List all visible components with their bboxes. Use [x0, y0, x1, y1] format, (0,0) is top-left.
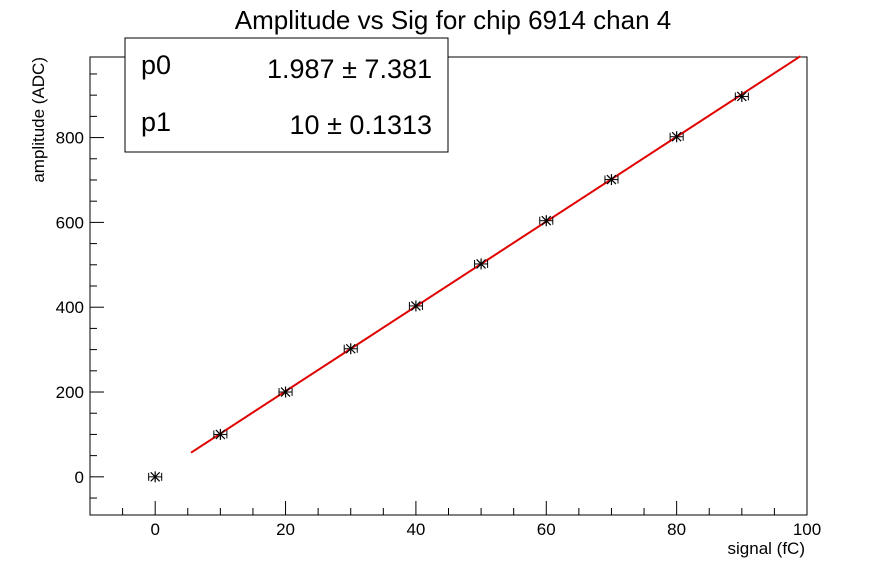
data-point	[734, 90, 749, 102]
stats-p1-val: 10	[290, 110, 320, 140]
data-point	[539, 215, 554, 227]
x-axis: 0 20 40 60 80 100	[89, 501, 821, 539]
x-axis-title: signal (fC)	[728, 539, 805, 558]
fit-line	[190, 55, 802, 454]
data-points	[148, 90, 749, 483]
stats-p1-value: 10 ± 0.1313	[290, 110, 433, 140]
fit-stats-box: p0 1.987 ± 7.381 p1 10 ± 0.1313	[124, 37, 449, 153]
stats-p1-name: p1	[141, 107, 171, 137]
x-tick-label: 60	[537, 520, 556, 539]
x-tick-label: 40	[406, 520, 425, 539]
data-point	[213, 428, 228, 440]
data-point	[148, 471, 163, 483]
stats-p0-name: p0	[141, 50, 171, 80]
stats-p0-value: 1.987 ± 7.381	[267, 54, 432, 84]
y-axis: 0 200 400 600 800	[56, 73, 104, 499]
y-axis-title: amplitude (ADC)	[29, 57, 48, 183]
stats-p0-pm: ±	[342, 54, 357, 84]
y-tick-label: 0	[75, 468, 84, 487]
data-point	[604, 174, 619, 186]
x-tick-label: 80	[667, 520, 686, 539]
chart-title: Amplitude vs Sig for chip 6914 chan 4	[235, 5, 671, 35]
y-tick-label: 200	[56, 383, 84, 402]
x-tick-label: 0	[150, 520, 159, 539]
data-point	[278, 386, 293, 398]
x-tick-label: 100	[793, 520, 821, 539]
stats-box-border	[124, 37, 449, 153]
y-tick-label: 600	[56, 213, 84, 232]
stats-p1-pm: ±	[327, 110, 342, 140]
data-point	[669, 131, 684, 143]
stats-p0-val: 1.987	[267, 54, 335, 84]
y-tick-label: 800	[56, 129, 84, 148]
y-tick-label: 400	[56, 298, 84, 317]
data-point	[408, 300, 423, 312]
fit-line-group	[190, 55, 802, 454]
stats-p1-err: 0.1313	[349, 110, 432, 140]
data-point	[474, 258, 489, 270]
data-point	[343, 343, 358, 355]
x-tick-label: 20	[276, 520, 295, 539]
stats-p0-err: 7.381	[364, 54, 432, 84]
